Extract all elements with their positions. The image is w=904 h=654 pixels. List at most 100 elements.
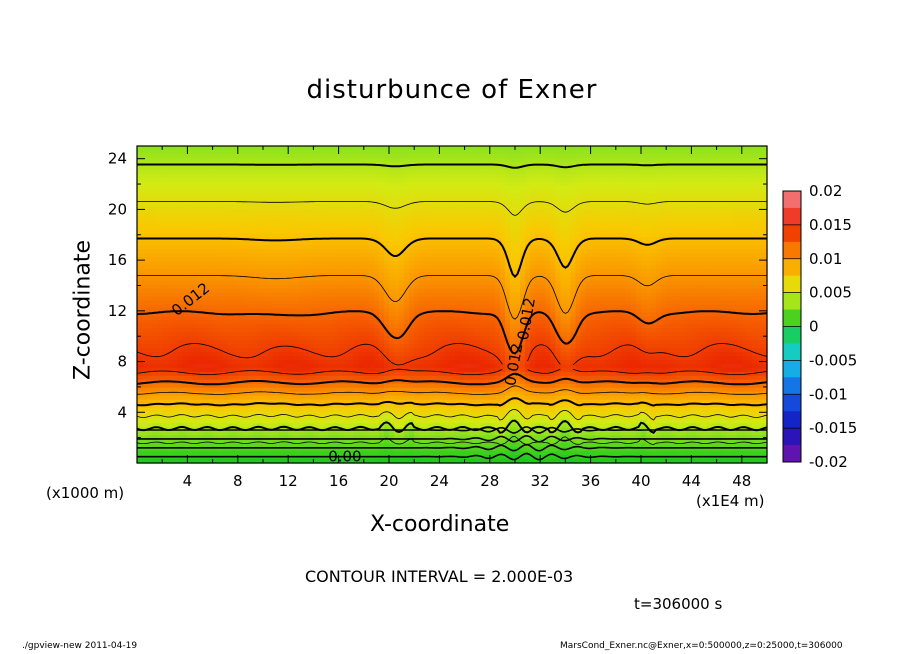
field-cell (464, 229, 471, 234)
field-cell (237, 193, 244, 199)
field-cell (656, 189, 662, 195)
field-cell (252, 217, 259, 222)
field-cell (691, 153, 698, 159)
field-cell (338, 181, 345, 187)
field-cell (308, 177, 314, 183)
field-cell (590, 205, 597, 210)
field-cell (711, 225, 718, 230)
field-cell (575, 217, 582, 222)
field-cell (726, 276, 733, 282)
field-cell (474, 217, 481, 222)
field-cell (414, 272, 420, 278)
field-cell (273, 296, 279, 302)
field-cell (499, 280, 506, 286)
field-cell (600, 292, 607, 298)
field-cell (252, 221, 259, 226)
field-cell (469, 181, 476, 187)
field-cell (439, 256, 446, 262)
field-cell (620, 233, 627, 238)
field-cell (464, 260, 471, 266)
field-cell (756, 153, 763, 159)
field-cell (308, 233, 314, 238)
field-cell (177, 185, 183, 191)
field-cell (348, 292, 355, 298)
field-cell (273, 157, 279, 163)
field-cell (389, 153, 395, 159)
field-cell (257, 229, 264, 234)
field-cell (378, 213, 385, 218)
field-cell (666, 197, 672, 203)
field-cell (363, 272, 370, 278)
field-cell (761, 260, 768, 266)
field-cell (620, 268, 627, 274)
field-cell (676, 209, 682, 214)
field-cell (389, 213, 395, 218)
field-cell (368, 241, 375, 246)
field-cell (691, 197, 698, 203)
field-cell (162, 213, 168, 218)
field-cell (293, 217, 299, 222)
field-cell (142, 280, 148, 286)
field-cell (288, 197, 294, 203)
field-cell (278, 264, 284, 270)
field-cell (610, 185, 617, 191)
field-cell (454, 209, 461, 214)
field-cell (257, 209, 264, 214)
field-cell (701, 288, 708, 294)
field-cell (202, 256, 209, 262)
field-cell (509, 245, 516, 250)
field-cell (162, 173, 168, 179)
field-cell (610, 268, 617, 274)
field-cell (313, 249, 320, 254)
field-cell (383, 209, 390, 214)
field-cell (419, 288, 425, 294)
field-cell (560, 149, 566, 155)
field-cell (348, 252, 355, 258)
field-cell (615, 272, 622, 278)
field-cell (736, 205, 743, 210)
field-cell (333, 173, 340, 179)
field-cell (424, 300, 430, 306)
field-cell (429, 157, 435, 163)
field-cell (641, 185, 647, 191)
field-cell (681, 241, 687, 246)
field-cell (681, 153, 687, 159)
field-cell (731, 233, 738, 238)
field-cell (137, 197, 143, 203)
field-cell (736, 177, 743, 183)
field-cell (338, 260, 345, 266)
field-cell (605, 169, 612, 175)
field-cell (192, 146, 199, 151)
field-cell (338, 146, 345, 151)
field-cell (439, 268, 446, 274)
field-cell (585, 276, 592, 282)
field-cell (540, 157, 546, 163)
field-cell (439, 169, 446, 175)
field-cell (721, 165, 728, 171)
field-cell (157, 292, 163, 298)
field-cell (373, 146, 380, 151)
field-cell (439, 296, 446, 302)
field-cell (479, 276, 486, 282)
field-cell (515, 264, 521, 270)
field-cell (746, 296, 753, 302)
field-cell (414, 169, 420, 175)
field-cell (137, 185, 143, 191)
field-cell (464, 225, 471, 230)
field-cell (711, 241, 718, 246)
field-cell (721, 225, 728, 230)
field-cell (489, 146, 496, 151)
field-cell (172, 229, 178, 234)
field-cell (721, 276, 728, 282)
field-cell (454, 252, 461, 258)
field-cell (731, 197, 738, 203)
field-cell (570, 296, 577, 302)
field-cell (217, 284, 224, 290)
field-cell (378, 260, 385, 266)
field-cell (252, 173, 259, 179)
field-cell (227, 201, 234, 207)
field-cell (252, 268, 259, 274)
field-cell (363, 157, 370, 163)
field-cell (333, 229, 340, 234)
field-cell (590, 225, 597, 230)
